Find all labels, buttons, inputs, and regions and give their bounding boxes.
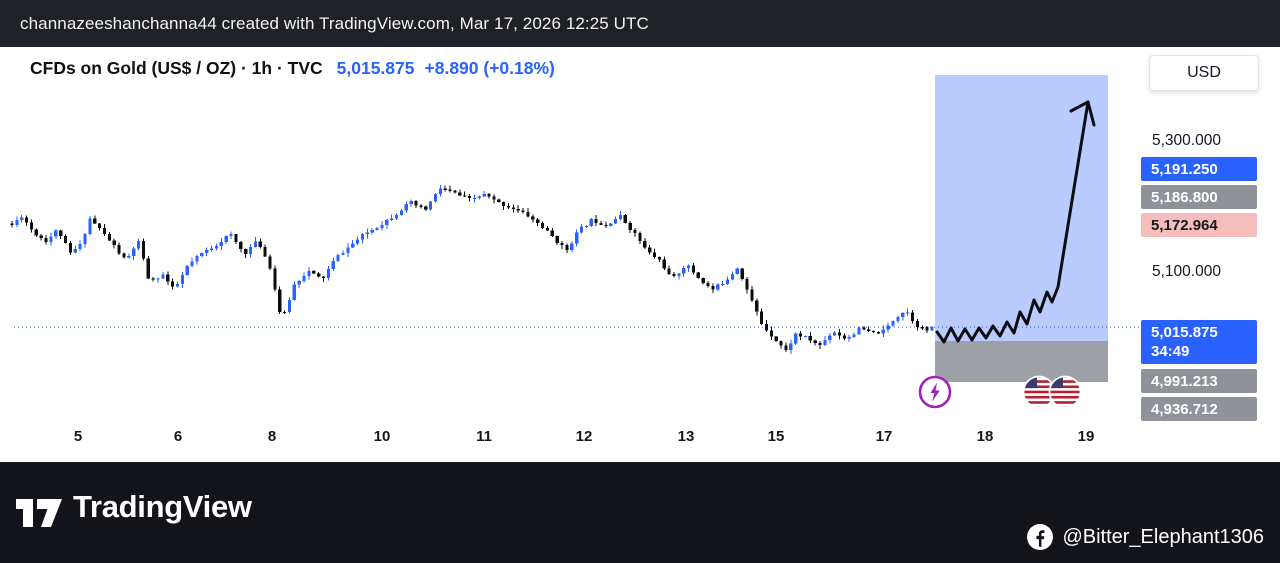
chart-header: CFDs on Gold (US$ / OZ) · 1h · TVC 5,015…	[30, 58, 565, 79]
symbol-title[interactable]: CFDs on Gold (US$ / OZ) · 1h · TVC	[30, 58, 323, 78]
us-flag-icon[interactable]	[1022, 375, 1056, 409]
author-handle: @Bitter_Elephant1306	[1062, 525, 1264, 548]
candlestick-series	[10, 185, 934, 354]
attribution-bar: channazeeshanchanna44 created with Tradi…	[0, 0, 1280, 47]
footer-bar: TradingView @Bitter_Elephant1306	[0, 462, 1280, 563]
projection-arrowhead	[1069, 100, 1090, 113]
us-flag-icon[interactable]	[1048, 375, 1082, 409]
chart-canvas[interactable]	[0, 47, 1280, 462]
tradingview-logo[interactable]: TradingView	[16, 484, 252, 530]
projection-arrowhead	[1086, 100, 1096, 127]
chart-region: CFDs on Gold (US$ / OZ) · 1h · TVC 5,015…	[0, 47, 1280, 462]
facebook-icon	[1027, 524, 1054, 550]
author-credit: @Bitter_Elephant1306	[1027, 524, 1264, 550]
lightning-icon[interactable]	[918, 375, 952, 409]
projection-zone-gray[interactable]	[935, 341, 1108, 382]
last-price-value: 5,015.875	[336, 58, 415, 78]
tradingview-mark-icon	[16, 499, 62, 527]
event-markers	[0, 47, 1280, 462]
tradingview-wordmark: TradingView	[73, 489, 252, 524]
projection-zone-blue[interactable]	[935, 75, 1108, 341]
currency-usd-button[interactable]: USD	[1149, 55, 1259, 91]
projection-arrow[interactable]	[935, 100, 1090, 344]
price-change-value: +8.890 (+0.18%)	[424, 58, 555, 78]
attribution-text: channazeeshanchanna44 created with Tradi…	[20, 13, 649, 33]
